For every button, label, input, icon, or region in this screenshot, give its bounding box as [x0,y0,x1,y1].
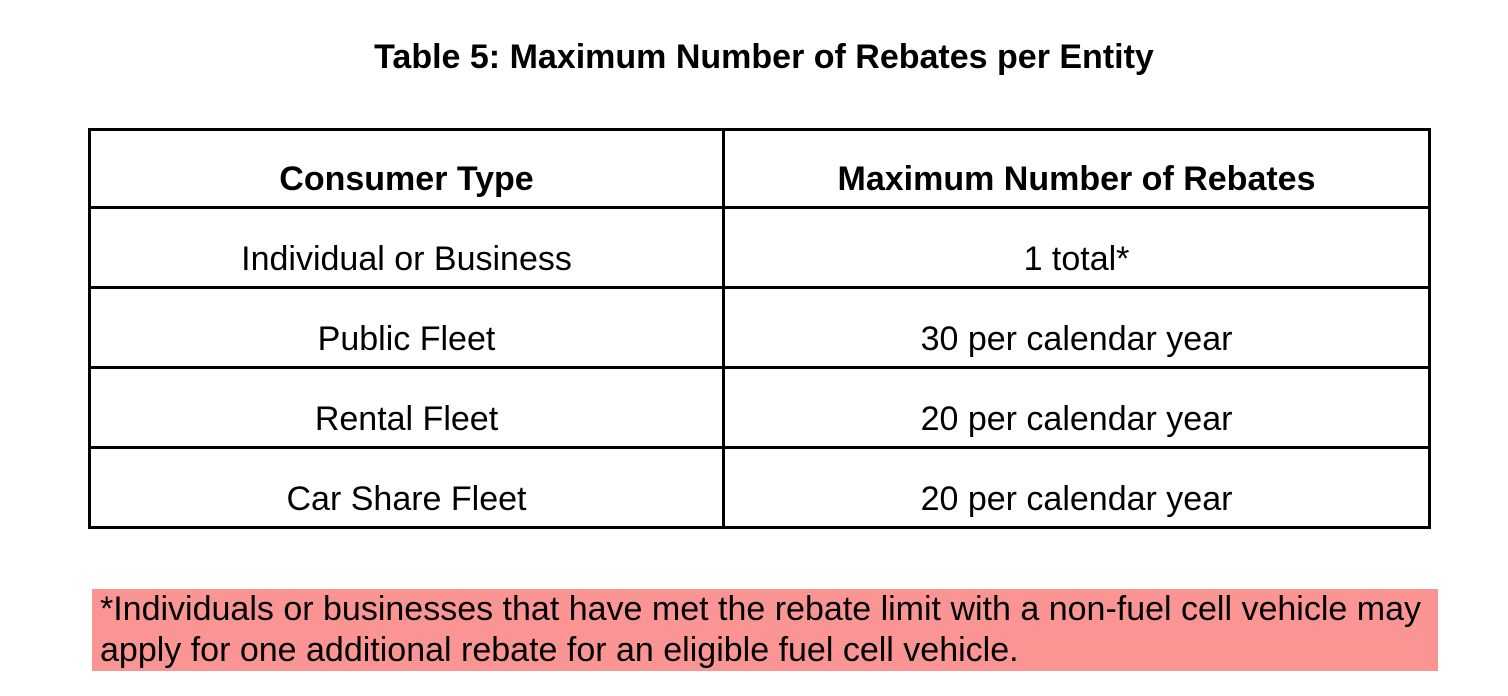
cell-consumer-type: Rental Fleet [88,366,725,449]
table-row: Car Share Fleet 20 per calendar year [88,446,1431,529]
column-header-consumer-type: Consumer Type [88,128,725,209]
cell-max-rebates: 20 per calendar year [722,446,1431,529]
rebates-table: Consumer Type Maximum Number of Rebates … [88,128,1431,529]
cell-consumer-type: Public Fleet [88,286,725,369]
table-header-row: Consumer Type Maximum Number of Rebates [88,128,1431,209]
cell-max-rebates: 1 total* [722,206,1431,289]
column-header-max-rebates: Maximum Number of Rebates [722,128,1431,209]
table-row: Rental Fleet 20 per calendar year [88,366,1431,449]
page-title: Table 5: Maximum Number of Rebates per E… [374,38,1154,76]
cell-consumer-type: Individual or Business [88,206,725,289]
cell-max-rebates: 30 per calendar year [722,286,1431,369]
table-row: Public Fleet 30 per calendar year [88,286,1431,369]
table-row: Individual or Business 1 total* [88,206,1431,289]
cell-max-rebates: 20 per calendar year [722,366,1431,449]
footnote-highlight: *Individuals or businesses that have met… [92,589,1438,671]
cell-consumer-type: Car Share Fleet [88,446,725,529]
